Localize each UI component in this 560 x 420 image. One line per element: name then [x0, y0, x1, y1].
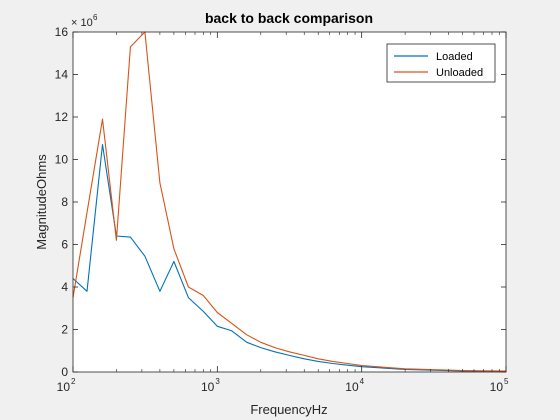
x-tick-label: 10 5: [490, 377, 509, 394]
y-tick-label: 16: [55, 25, 69, 39]
x-tick-label-exponent: 5: [504, 377, 509, 386]
y-multiplier-base: × 10: [71, 17, 93, 29]
y-axis-label: MagnitudeOhms: [34, 154, 49, 250]
y-multiplier: × 10 6: [71, 13, 98, 29]
y-tick-label: 8: [61, 195, 68, 209]
plot-area[interactable]: [73, 32, 506, 372]
y-tick-label: 14: [55, 68, 69, 82]
y-tick-label: 4: [61, 280, 68, 294]
series-line-loaded[interactable]: [72, 144, 507, 372]
legend-label-unloaded: Unloaded: [436, 67, 483, 79]
x-tick-label-base: 10: [490, 380, 504, 394]
y-tick-label: 2: [61, 323, 68, 337]
x-axis-label: FrequencyHz: [250, 402, 327, 417]
x-tick-label: 10 4: [345, 377, 364, 394]
series-layer: [72, 31, 507, 372]
x-tick-label-base: 10: [57, 380, 71, 394]
y-tick-label: 6: [61, 238, 68, 252]
series-line-unloaded[interactable]: [72, 31, 507, 372]
x-tick-label: 10 2: [57, 377, 76, 394]
legend-label-loaded: Loaded: [436, 51, 473, 63]
y-multiplier-exponent: 6: [93, 13, 98, 22]
x-tick-label-base: 10: [201, 380, 215, 394]
y-tick-label: 12: [55, 110, 69, 124]
x-tick-label-base: 10: [345, 380, 359, 394]
x-tick-label-exponent: 3: [215, 377, 220, 386]
x-tick-label-exponent: 2: [71, 377, 76, 386]
x-tick-label-exponent: 4: [360, 377, 365, 386]
chart-title: back to back comparison: [205, 10, 373, 26]
legend[interactable]: Loaded Unloaded: [386, 43, 496, 83]
y-tick-label: 0: [61, 365, 68, 379]
y-tick-label: 10: [55, 153, 69, 167]
legend-box: [386, 43, 496, 83]
x-tick-label: 10 3: [201, 377, 220, 394]
